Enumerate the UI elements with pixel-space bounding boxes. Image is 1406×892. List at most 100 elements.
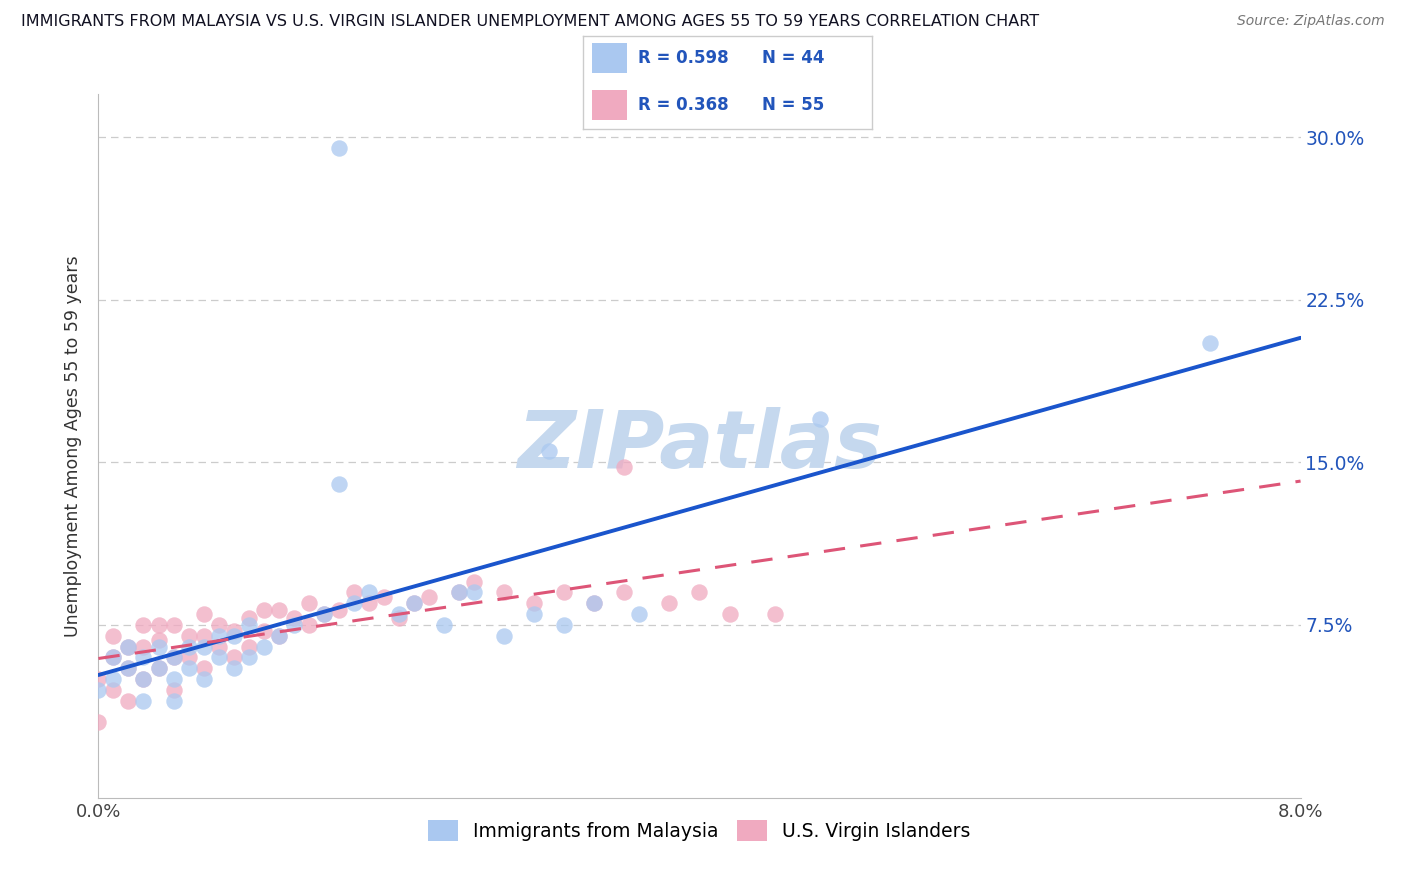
Point [283,611,305,625]
Point [177,661,200,675]
Point [447,585,470,599]
Point [357,585,380,599]
Point [222,624,245,639]
Point [538,444,561,458]
Point [298,618,321,632]
Point [553,585,575,599]
Point [193,672,215,686]
Point [402,596,425,610]
Point [238,618,260,632]
Point [418,590,440,604]
Text: R = 0.368: R = 0.368 [638,96,728,114]
Point [148,640,170,654]
Point [177,629,200,643]
Point [238,640,260,654]
Point [148,633,170,648]
Point [253,603,276,617]
Point [193,607,215,621]
Point [267,629,290,643]
Point [193,640,215,654]
Point [583,596,606,610]
Point [177,640,200,654]
Y-axis label: Unemployment Among Ages 55 to 59 years: Unemployment Among Ages 55 to 59 years [65,255,83,637]
Point [162,694,184,708]
Point [808,412,831,426]
Point [238,611,260,625]
Point [208,618,231,632]
FancyBboxPatch shape [592,90,627,120]
Point [328,603,350,617]
Point [87,672,110,686]
Point [117,640,139,654]
Point [117,640,139,654]
Point [463,574,485,589]
Point [267,603,290,617]
Point [193,661,215,675]
Point [117,694,139,708]
Point [208,629,231,643]
Point [463,585,485,599]
Point [117,661,139,675]
Point [253,624,276,639]
Point [132,694,155,708]
Text: ZIPatlas: ZIPatlas [517,407,882,485]
Point [613,459,636,474]
Text: Source: ZipAtlas.com: Source: ZipAtlas.com [1237,14,1385,29]
Point [658,596,681,610]
Point [87,682,110,697]
Point [103,682,125,697]
Point [523,596,546,610]
Point [628,607,651,621]
Point [253,640,276,654]
Point [343,596,366,610]
Point [132,672,155,686]
Text: N = 44: N = 44 [762,49,825,67]
Point [177,650,200,665]
Text: N = 55: N = 55 [762,96,824,114]
Point [132,640,155,654]
Point [373,590,395,604]
Legend: Immigrants from Malaysia, U.S. Virgin Islanders: Immigrants from Malaysia, U.S. Virgin Is… [420,813,979,849]
Point [148,661,170,675]
Text: IMMIGRANTS FROM MALAYSIA VS U.S. VIRGIN ISLANDER UNEMPLOYMENT AMONG AGES 55 TO 5: IMMIGRANTS FROM MALAYSIA VS U.S. VIRGIN … [21,14,1039,29]
Point [718,607,741,621]
Point [1199,336,1222,351]
Point [132,672,155,686]
Point [298,596,321,610]
Point [553,618,575,632]
Point [763,607,786,621]
Point [103,629,125,643]
Point [388,611,411,625]
Point [238,650,260,665]
Point [103,650,125,665]
Point [343,585,366,599]
Point [103,672,125,686]
Point [688,585,710,599]
Point [162,618,184,632]
Point [117,661,139,675]
Point [494,585,516,599]
Point [447,585,470,599]
Point [583,596,606,610]
Point [148,618,170,632]
Point [162,650,184,665]
Point [132,618,155,632]
Point [222,661,245,675]
Point [208,650,231,665]
Point [132,650,155,665]
Point [357,596,380,610]
Text: R = 0.598: R = 0.598 [638,49,728,67]
Point [388,607,411,621]
Point [222,650,245,665]
Point [328,141,350,155]
Point [613,585,636,599]
Point [162,650,184,665]
Point [193,629,215,643]
Point [433,618,456,632]
Point [402,596,425,610]
Point [208,640,231,654]
Point [494,629,516,643]
Point [312,607,335,621]
Point [523,607,546,621]
FancyBboxPatch shape [592,43,627,73]
